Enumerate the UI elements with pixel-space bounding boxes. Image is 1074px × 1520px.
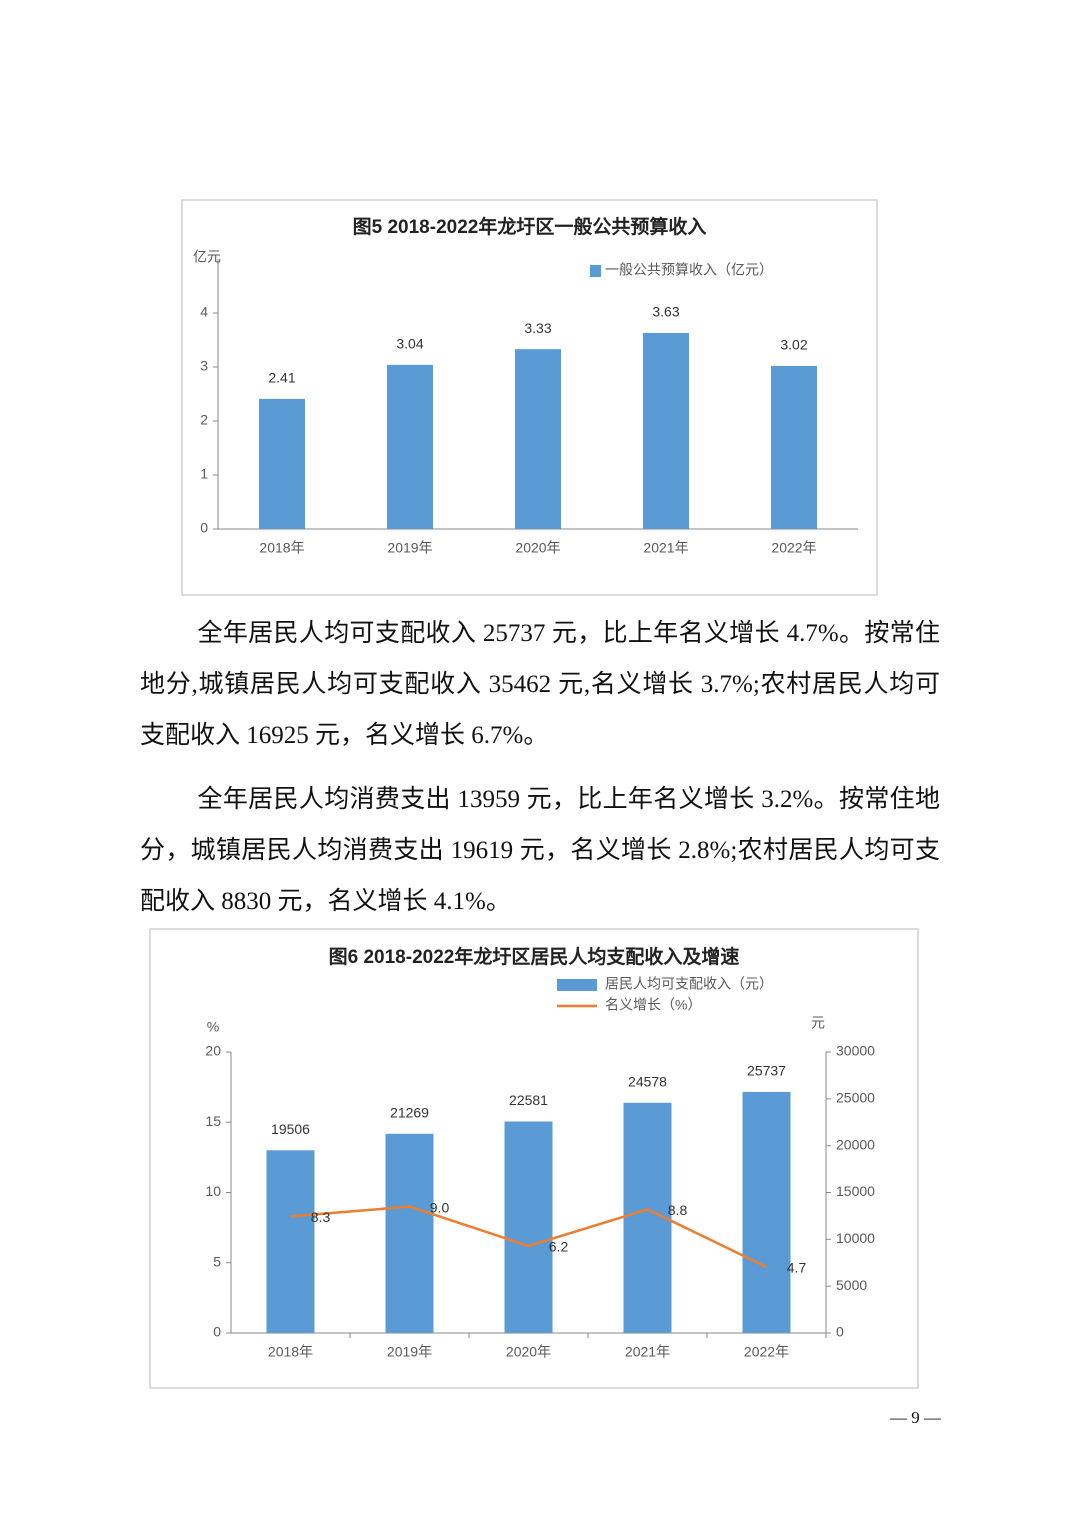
y-tick-label: 5 [213,1253,221,1269]
y2-tick-label: 10000 [836,1230,875,1246]
page-number: — 9 — [890,1408,941,1427]
bar-value-label: 3.02 [780,337,807,353]
bar-value-label: 22581 [509,1092,548,1108]
line-value-label: 8.3 [311,1209,331,1225]
legend-swatch [590,265,601,277]
line [290,1205,768,1269]
y-tick-label: 0 [200,520,208,536]
x-tick-label: 2022年 [771,540,816,556]
y2-tick-label: 25000 [836,1090,875,1106]
bar [266,1150,315,1333]
chart-title: 图6 2018-2022年龙圩区居民人均支配收入及增速 [329,945,740,968]
y2-tick-label: 5000 [836,1277,867,1293]
bar-value-label: 25737 [747,1063,786,1079]
bar-value-label: 3.63 [652,304,679,320]
y2-tick-label: 0 [836,1324,844,1340]
y-tick-label: 1 [200,466,208,482]
y2-axis-unit: 元 [811,1015,825,1031]
chart-frame [149,928,919,1389]
bar-value-label: 3.04 [396,336,423,352]
bar [259,398,305,529]
bar [385,1133,434,1333]
chart-frame [181,199,878,596]
chart-title: 图5 2018-2022年龙圩区一般公共预算收入 [353,215,707,238]
bar-value-label: 21269 [390,1104,429,1120]
bar [504,1121,553,1333]
bar [515,349,561,529]
paragraph: 全年居民人均消费支出 13959 元，比上年名义增长 3.2%。按常住地分，城镇… [140,786,940,915]
y2-tick-label: 15000 [836,1183,875,1199]
line-value-label: 6.2 [549,1239,569,1255]
bar [742,1091,791,1333]
y2-tick-label: 30000 [836,1043,875,1059]
bar-value-label: 3.33 [524,320,551,336]
x-tick-label: 2022年 [744,1344,789,1360]
x-tick-label: 2021年 [625,1344,670,1360]
y-tick-label: 2 [200,412,208,428]
line-value-label: 4.7 [787,1260,807,1276]
bar [771,365,817,529]
x-tick-label: 2020年 [515,540,560,556]
legend-label: 一般公共预算收入（亿元） [605,262,773,278]
legend-label: 名义增长（%） [605,997,701,1013]
y-tick-label: 15 [205,1113,221,1129]
y-tick-label: 10 [205,1183,221,1199]
y2-tick-label: 20000 [836,1136,875,1152]
legend-label: 居民人均可支配收入（元） [605,976,773,992]
y-tick-label: 0 [213,1324,221,1340]
x-tick-label: 2019年 [387,1344,432,1360]
y-tick-label: 3 [200,358,208,374]
y-tick-label: 4 [200,304,208,320]
line-value-label: 9.0 [430,1199,450,1215]
x-tick-label: 2020年 [506,1344,551,1360]
y-axis-unit: 亿元 [193,249,221,265]
line-value-label: 8.8 [668,1202,688,1218]
bar-value-label: 2.41 [268,370,295,386]
y-tick-label: 20 [205,1043,221,1059]
paragraph: 全年居民人均可支配收入 25737 元，比上年名义增长 4.7%。按常住地分,城… [140,620,940,749]
bar-value-label: 19506 [271,1121,310,1137]
legend-swatch [557,979,597,991]
y-axis-unit: % [207,1019,219,1035]
x-tick-label: 2019年 [387,540,432,556]
bar-value-label: 24578 [628,1073,667,1089]
x-tick-label: 2018年 [268,1344,313,1360]
x-tick-label: 2021年 [643,540,688,556]
bar [387,364,433,529]
bar [643,332,689,529]
x-tick-label: 2018年 [259,540,304,556]
